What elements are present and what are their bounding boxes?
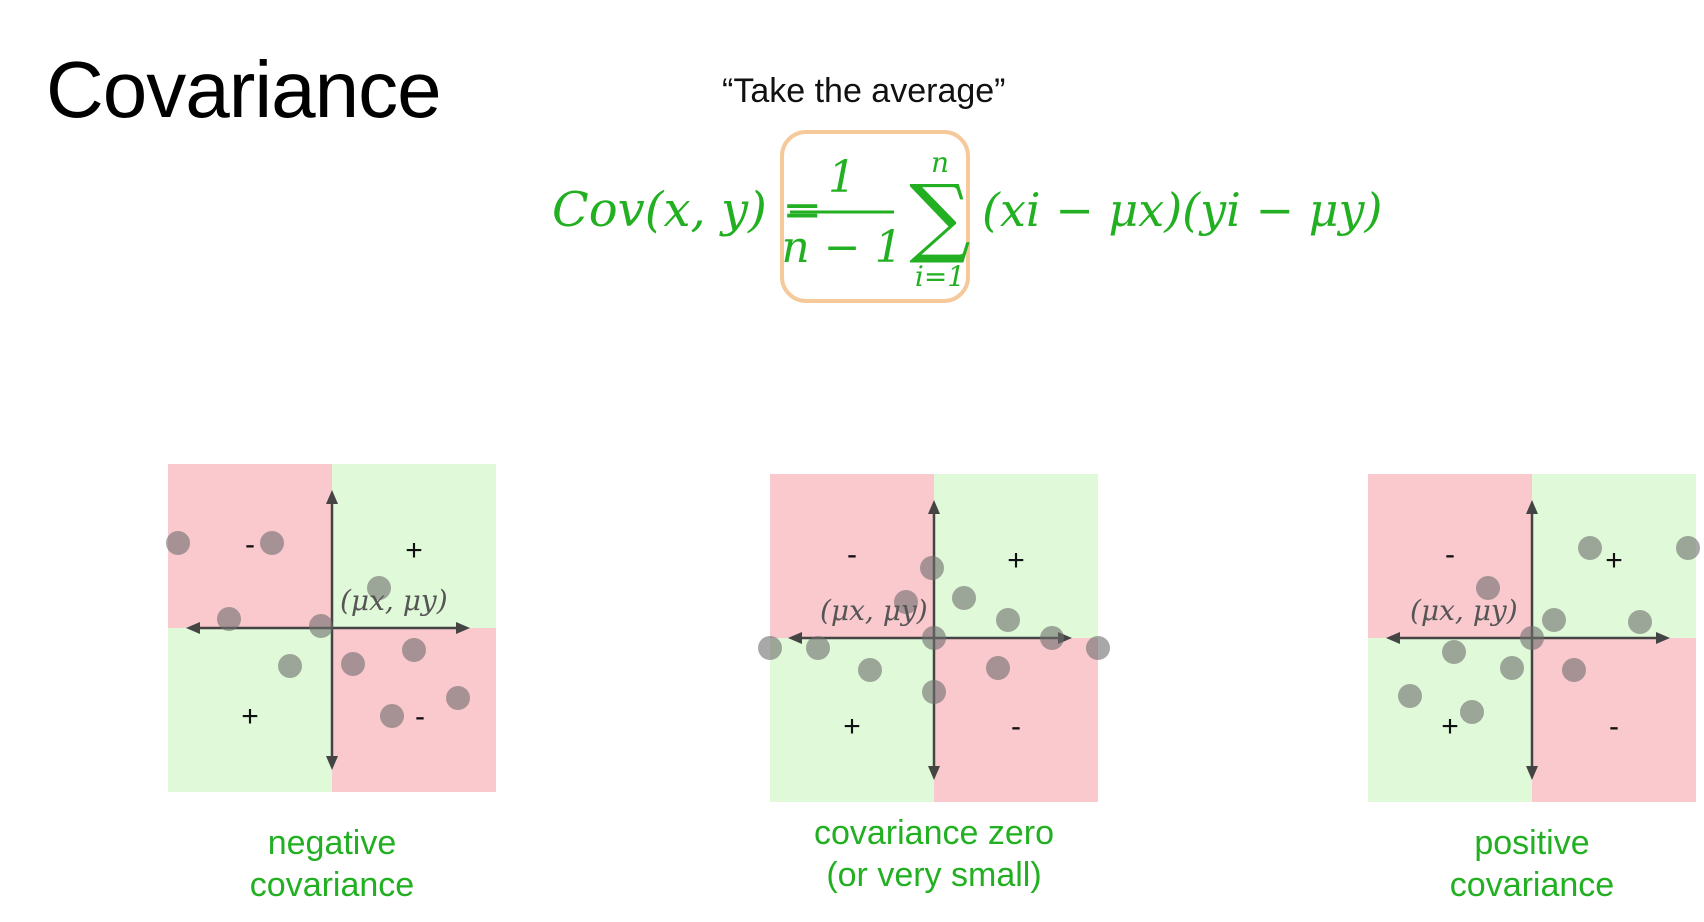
data-point <box>1442 640 1466 664</box>
data-point <box>1520 626 1544 650</box>
quadrant-top-left <box>1368 474 1532 638</box>
y-axis-top-arrow <box>326 490 338 504</box>
data-point <box>446 686 470 710</box>
sign-bottom-left: + <box>241 700 259 733</box>
sign-top-right: + <box>1007 544 1025 577</box>
caption-line-1: covariance zero <box>813 814 1054 852</box>
data-point <box>341 652 365 676</box>
zero-covariance-caption: covariance zero (or very small) <box>764 812 1104 896</box>
mean-label: (μx, μy) <box>820 594 928 627</box>
sign-top-right: + <box>1605 544 1623 577</box>
data-point <box>858 658 882 682</box>
sign-bottom-right: - <box>1609 710 1619 743</box>
y-axis-bottom-arrow <box>1526 766 1538 780</box>
y-axis-top-arrow <box>928 500 940 514</box>
formula-term: (xi − μx)(yi − μy) <box>982 183 1382 237</box>
positive-covariance-panel: - + + - (μx, μy) <box>1368 474 1700 802</box>
zero-covariance-panel: - + + - (μx, μy) <box>758 474 1110 802</box>
data-point <box>367 576 391 600</box>
data-point <box>402 638 426 662</box>
data-point <box>996 608 1020 632</box>
data-point <box>278 654 302 678</box>
sign-bottom-right: - <box>1011 710 1021 743</box>
sign-bottom-right: - <box>415 700 425 733</box>
data-point <box>922 626 946 650</box>
data-point <box>920 556 944 580</box>
data-point <box>894 590 918 614</box>
data-points <box>1398 536 1700 724</box>
y-axis-top-arrow <box>1526 500 1538 514</box>
caption-line-1: positive <box>1474 824 1590 862</box>
quadrant-top-left <box>168 464 332 628</box>
zero-covariance-plot: - + + - (μx, μy) <box>758 474 1110 802</box>
data-point <box>1628 610 1652 634</box>
data-point <box>260 531 284 555</box>
data-point <box>380 704 404 728</box>
data-points <box>166 531 470 728</box>
x-axis-right-arrow <box>1656 632 1670 644</box>
quadrant-bottom-right <box>1532 638 1696 802</box>
data-point <box>806 636 830 660</box>
y-axis-bottom-arrow <box>928 766 940 780</box>
quadrant-top-right <box>934 474 1098 638</box>
sign-top-left: - <box>245 528 255 561</box>
quadrant-bottom-right <box>934 638 1098 802</box>
caption-line-2: covariance <box>1449 866 1615 904</box>
data-point <box>217 607 241 631</box>
sign-top-right: + <box>405 534 423 567</box>
positive-covariance-caption: positive covariance <box>1382 822 1682 906</box>
positive-covariance-plot: - + + - (μx, μy) <box>1368 474 1700 802</box>
x-axis-right-arrow <box>456 622 470 634</box>
sign-bottom-left: + <box>1441 710 1459 743</box>
data-point <box>1562 658 1586 682</box>
x-axis-left-arrow <box>186 622 200 634</box>
data-point <box>1476 576 1500 600</box>
data-point <box>1460 700 1484 724</box>
x-axis-left-arrow <box>1386 632 1400 644</box>
data-point <box>986 656 1010 680</box>
data-points <box>758 556 1110 704</box>
data-point <box>1040 626 1064 650</box>
caption-line-2: (or very small) <box>826 856 1042 894</box>
negative-covariance-plot: - + + - (μx, μy) <box>166 464 496 792</box>
data-point <box>1086 636 1110 660</box>
quadrant-bottom-left <box>168 628 332 792</box>
y-axis-bottom-arrow <box>326 756 338 770</box>
data-point <box>922 680 946 704</box>
data-point <box>952 586 976 610</box>
mean-label: (μx, μy) <box>1410 594 1518 627</box>
mean-label: (μx, μy) <box>340 584 448 617</box>
caption-line-1: negative <box>267 824 397 862</box>
data-point <box>309 614 333 638</box>
negative-covariance-caption: negative covariance <box>182 822 482 906</box>
quadrant-top-right <box>332 464 496 628</box>
data-point <box>166 531 190 555</box>
take-average-annotation: “Take the average” <box>722 72 1006 110</box>
data-point <box>1676 536 1700 560</box>
x-axis-left-arrow <box>788 632 802 644</box>
sign-top-left: - <box>1445 538 1455 571</box>
slide-title: Covariance <box>46 45 442 134</box>
data-point <box>1398 684 1422 708</box>
caption-line-2: covariance <box>249 866 415 904</box>
sign-top-left: - <box>847 538 857 571</box>
data-point <box>1542 608 1566 632</box>
data-point <box>758 636 782 660</box>
negative-covariance-panel: - + + - (μx, μy) <box>166 464 496 792</box>
data-point <box>1578 536 1602 560</box>
sign-bottom-left: + <box>843 710 861 743</box>
average-highlight-box <box>780 130 970 303</box>
quadrant-bottom-left <box>770 638 934 802</box>
data-point <box>1500 656 1524 680</box>
